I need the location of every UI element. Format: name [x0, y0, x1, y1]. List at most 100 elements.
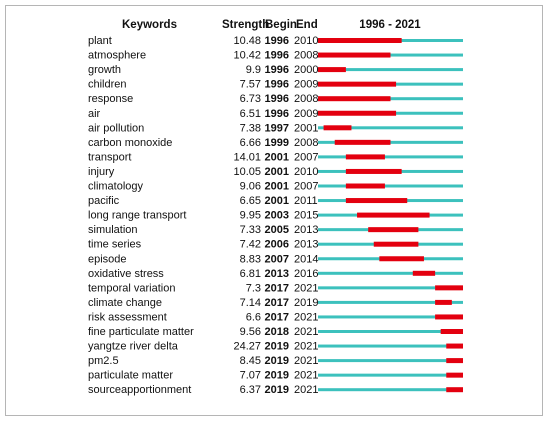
end-year: 2007: [294, 151, 318, 163]
burst-row: oxidative stress 6.81 2013 2016: [88, 268, 463, 280]
strength-value: 7.07: [240, 370, 261, 382]
burst-segment: [318, 96, 391, 102]
burst-segment: [373, 241, 419, 247]
end-year: 2021: [294, 282, 318, 294]
header-keywords: Keywords: [122, 19, 177, 31]
burst-row: temporal variation 7.3 2017 2021: [88, 282, 463, 294]
burst-segment: [318, 81, 397, 87]
burst-segment: [446, 372, 463, 378]
end-year: 2021: [294, 341, 318, 353]
strength-value: 14.01: [233, 151, 261, 163]
keyword-label: climatology: [88, 181, 144, 193]
begin-year: 2019: [265, 341, 289, 353]
burst-segment: [435, 314, 463, 320]
begin-year: 2013: [265, 268, 289, 280]
strength-value: 10.42: [233, 50, 261, 62]
keyword-label: simulation: [88, 224, 138, 236]
burst-segment: [345, 198, 408, 204]
burst-row: risk assessment 6.6 2017 2021: [88, 311, 463, 323]
strength-value: 10.48: [233, 35, 261, 47]
burst-segment: [435, 285, 463, 291]
burst-rows: plant 10.48 1996 2010 atmosphere 10.42 1996 200…: [88, 35, 463, 396]
burst-segment: [357, 212, 430, 218]
strength-value: 6.66: [240, 137, 261, 149]
burst-row: pm2.5 8.45 2019 2021: [88, 355, 463, 367]
begin-year: 2019: [265, 384, 289, 396]
keyword-label: response: [88, 93, 133, 105]
keyword-label: risk assessment: [88, 311, 167, 323]
burst-segment: [323, 125, 352, 131]
end-year: 2021: [294, 355, 318, 367]
keyword-label: particulate matter: [88, 370, 173, 382]
begin-year: 2019: [265, 355, 289, 367]
burst-row: sourceapportionment 6.37 2019 2021: [88, 384, 463, 396]
timeline-bar: [318, 300, 463, 304]
begin-year: 2001: [265, 166, 289, 178]
burst-segment: [318, 38, 402, 43]
burst-row: transport 14.01 2001 2007: [88, 151, 463, 163]
keyword-label: long range transport: [88, 210, 186, 222]
header-begin: Begin: [265, 19, 297, 31]
burst-segment: [412, 270, 436, 276]
begin-year: 2001: [265, 181, 289, 193]
burst-row: response 6.73 1996 2008: [88, 93, 463, 105]
strength-value: 9.9: [246, 64, 261, 76]
burst-row: climate change 7.14 2017 2019: [88, 297, 463, 309]
end-year: 2007: [294, 181, 318, 193]
keyword-label: yangtze river delta: [88, 341, 179, 353]
end-year: 2015: [294, 210, 318, 222]
header-end: End: [296, 19, 318, 31]
timeline-bar: [318, 373, 463, 377]
burst-row: time series 7.42 2006 2013: [88, 239, 463, 251]
begin-year: 1996: [265, 79, 289, 91]
begin-year: 2001: [265, 151, 289, 163]
timeline-bar: [318, 344, 463, 348]
strength-value: 8.83: [240, 253, 261, 265]
keyword-label: air: [88, 108, 101, 120]
keyword-label: climate change: [88, 297, 162, 309]
burst-row: episode 8.83 2007 2014: [88, 253, 463, 265]
begin-year: 2005: [265, 224, 289, 236]
begin-year: 2007: [265, 253, 289, 265]
burst-row: climatology 9.06 2001 2007: [88, 181, 463, 193]
header-period: 1996 - 2021: [359, 19, 421, 31]
timeline-bar: [318, 315, 463, 319]
burst-segment: [446, 343, 463, 349]
begin-year: 1997: [265, 122, 289, 134]
keyword-label: oxidative stress: [88, 268, 164, 280]
strength-value: 7.38: [240, 122, 261, 134]
begin-year: 1999: [265, 137, 289, 149]
end-year: 2001: [294, 122, 318, 134]
keyword-label: atmosphere: [88, 50, 146, 62]
strength-value: 9.06: [240, 181, 261, 193]
timeline-bar: [318, 184, 463, 188]
begin-year: 2006: [265, 239, 289, 251]
burst-segment: [440, 329, 463, 334]
strength-value: 10.05: [233, 166, 261, 178]
end-year: 2021: [294, 370, 318, 382]
timeline-bar: [318, 271, 463, 275]
burst-row: yangtze river delta 24.27 2019 2021: [88, 341, 463, 353]
end-year: 2009: [294, 79, 318, 91]
strength-value: 7.14: [240, 297, 261, 309]
end-year: 2016: [294, 268, 318, 280]
end-year: 2010: [294, 35, 318, 47]
strength-value: 7.33: [240, 224, 261, 236]
burst-segment: [318, 110, 397, 116]
begin-year: 2018: [265, 326, 289, 338]
begin-year: 2003: [265, 210, 289, 222]
burst-row: plant 10.48 1996 2010: [88, 35, 463, 47]
burst-row: air pollution 7.38 1997 2001: [88, 122, 463, 134]
keyword-label: sourceapportionment: [88, 384, 191, 396]
begin-year: 2001: [265, 195, 289, 207]
end-year: 2019: [294, 297, 318, 309]
strength-value: 7.42: [240, 239, 261, 251]
begin-year: 2017: [265, 297, 289, 309]
keyword-label: temporal variation: [88, 282, 175, 294]
strength-value: 6.65: [240, 195, 261, 207]
strength-value: 6.73: [240, 93, 261, 105]
burst-segment: [345, 154, 385, 160]
strength-value: 6.81: [240, 268, 261, 280]
burst-row: atmosphere 10.42 1996 2008: [88, 50, 463, 62]
